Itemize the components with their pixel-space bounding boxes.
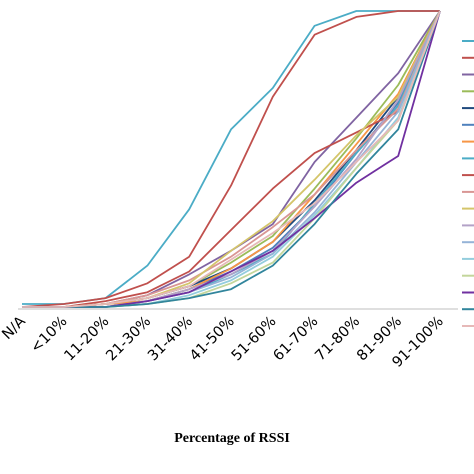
x-tick-labels: N/A <10%11-20%21-30%31-40%41-50%51-60%61-…	[0, 313, 447, 370]
x-tick-label: 71-80%	[312, 314, 363, 365]
series-line-18	[22, 10, 441, 308]
series-line-4	[22, 10, 441, 308]
x-tick-label: 61-70%	[271, 314, 322, 365]
x-tick-label: 51-60%	[229, 314, 280, 365]
series-line-17	[22, 10, 441, 308]
series-line-2	[21, 10, 440, 308]
x-tick-label: 21-30%	[103, 314, 154, 365]
x-tick-label: N/A	[0, 313, 29, 343]
x-tick-label: 41-50%	[187, 314, 238, 365]
legend	[462, 40, 474, 327]
x-tick-label: 11-20%	[62, 314, 113, 365]
x-axis-title: Percentage of RSSI	[174, 431, 290, 446]
series-line-9	[22, 10, 441, 308]
series-layer	[21, 10, 441, 308]
x-tick-label: 31-40%	[145, 314, 196, 365]
